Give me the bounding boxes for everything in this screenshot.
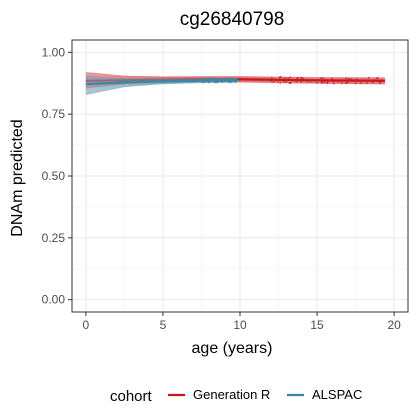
data-point xyxy=(207,77,209,80)
data-point xyxy=(214,77,217,80)
data-point xyxy=(367,76,370,79)
data-point xyxy=(289,76,292,78)
data-point xyxy=(377,76,379,79)
data-point xyxy=(229,81,232,84)
x-tick-label: 10 xyxy=(233,318,247,332)
data-point xyxy=(326,82,329,85)
data-point xyxy=(375,77,378,80)
series-layer xyxy=(85,71,385,96)
data-point xyxy=(288,82,291,85)
y-tick-label: 1.00 xyxy=(42,45,66,59)
data-point xyxy=(228,81,231,83)
data-point xyxy=(300,80,302,83)
data-point xyxy=(223,77,226,80)
data-point xyxy=(372,81,374,84)
y-tick-label: 0.50 xyxy=(42,169,66,183)
trajectory-line xyxy=(85,81,237,93)
legend-label: ALSPAC xyxy=(312,387,362,402)
y-tick-label: 0.25 xyxy=(42,231,66,245)
data-point xyxy=(321,82,324,84)
data-point xyxy=(346,81,349,83)
data-point xyxy=(345,77,347,80)
x-axis: 0 5 10 15 20 xyxy=(83,312,401,332)
y-axis-label: DNAm predicted xyxy=(9,119,26,236)
data-point xyxy=(300,76,303,79)
legend-item: ALSPAC xyxy=(287,387,362,402)
trajectory-line xyxy=(85,76,385,80)
x-tick-label: 15 xyxy=(310,318,324,332)
trajectory-line xyxy=(85,71,385,78)
x-tick-label: 20 xyxy=(387,318,401,332)
chart-title: cg26840798 xyxy=(180,9,285,30)
trajectory-line xyxy=(85,81,237,95)
data-point xyxy=(205,77,208,80)
data-point xyxy=(315,81,318,84)
trajectory-line xyxy=(85,81,237,94)
data-point xyxy=(213,81,216,84)
data-point xyxy=(331,77,333,80)
trajectory-line xyxy=(85,74,385,79)
data-point xyxy=(211,77,214,80)
plot-area xyxy=(71,39,409,313)
data-point xyxy=(366,82,368,84)
series-line xyxy=(85,79,237,86)
legend-label: Generation R xyxy=(193,387,270,402)
x-tick-label: 5 xyxy=(160,318,167,332)
trajectory-line xyxy=(85,72,385,79)
data-point xyxy=(234,77,237,80)
x-tick-label: 0 xyxy=(83,318,90,332)
data-point xyxy=(333,82,335,85)
data-point xyxy=(232,77,235,80)
y-tick-label: 0.75 xyxy=(42,107,66,121)
trajectory-line xyxy=(85,81,237,96)
data-point xyxy=(203,81,205,84)
legend: cohort Generation R ALSPAC xyxy=(110,387,362,405)
data-point xyxy=(322,77,324,79)
data-point xyxy=(341,82,343,85)
data-point xyxy=(280,76,282,78)
legend-title: cohort xyxy=(110,388,153,405)
legend-item: Generation R xyxy=(168,387,270,402)
data-point xyxy=(284,77,286,80)
data-point xyxy=(207,81,210,84)
trajectory-line xyxy=(85,81,237,92)
y-tick-label: 0.00 xyxy=(42,293,66,307)
data-point xyxy=(344,82,347,85)
data-point xyxy=(302,77,305,80)
data-point xyxy=(285,80,288,83)
x-axis-label: age (years) xyxy=(192,340,273,357)
data-point xyxy=(272,81,275,83)
data-point xyxy=(296,77,298,79)
data-point xyxy=(354,82,357,84)
series-alspac xyxy=(85,75,238,96)
data-point xyxy=(320,77,322,80)
data-point xyxy=(279,82,282,84)
trajectory-line xyxy=(85,74,385,80)
data-point xyxy=(360,82,362,84)
trajectory-line xyxy=(85,73,385,79)
y-axis: 0.00 0.25 0.50 0.75 1.00 xyxy=(42,45,72,307)
trajectory-line xyxy=(85,75,385,80)
